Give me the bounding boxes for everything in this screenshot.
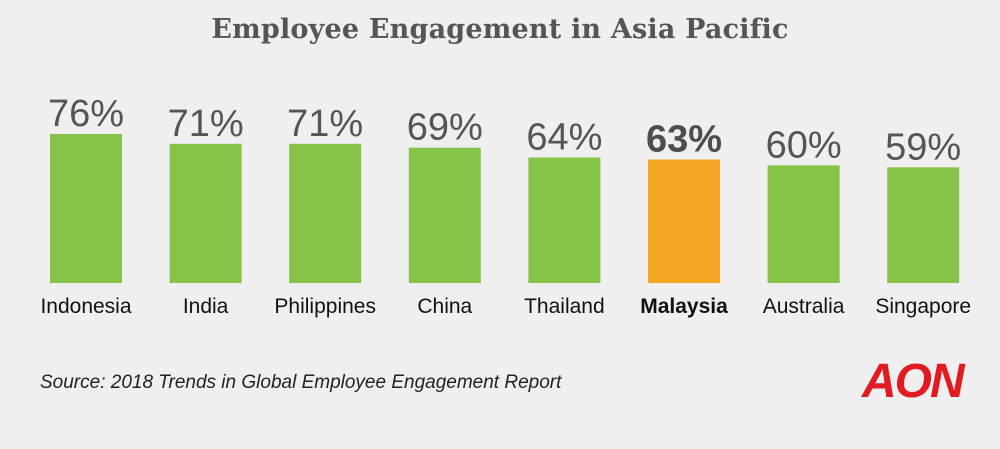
category-label-malaysia: Malaysia bbox=[640, 295, 728, 318]
source-note: Source: 2018 Trends in Global Employee E… bbox=[40, 372, 562, 393]
category-label-indonesia: Indonesia bbox=[40, 295, 131, 318]
chart-title: Employee Engagement in Asia Pacific bbox=[211, 14, 789, 45]
bar-philippines bbox=[289, 143, 362, 283]
value-label-china: 69% bbox=[407, 107, 483, 149]
value-label-singapore: 59% bbox=[885, 126, 961, 168]
value-label-india: 71% bbox=[168, 103, 244, 145]
category-label-australia: Australia bbox=[763, 295, 845, 318]
category-label-singapore: Singapore bbox=[875, 295, 971, 318]
aon-logo: AON bbox=[862, 355, 965, 408]
value-label-malaysia: 63% bbox=[646, 119, 722, 161]
bar-malaysia bbox=[648, 159, 720, 283]
bar-singapore bbox=[887, 167, 960, 283]
value-label-thailand: 64% bbox=[526, 117, 602, 159]
category-label-india: India bbox=[183, 295, 229, 318]
bar-china bbox=[408, 147, 481, 283]
category-label-thailand: Thailand bbox=[524, 295, 605, 318]
value-label-australia: 60% bbox=[766, 124, 842, 166]
bar-thailand bbox=[528, 157, 601, 283]
bar-australia bbox=[767, 165, 840, 283]
bar-india bbox=[169, 143, 242, 283]
category-label-philippines: Philippines bbox=[274, 295, 376, 318]
value-label-indonesia: 76% bbox=[48, 93, 124, 135]
value-label-philippines: 71% bbox=[287, 103, 363, 145]
bar-indonesia bbox=[50, 134, 122, 283]
category-label-china: China bbox=[417, 295, 472, 318]
